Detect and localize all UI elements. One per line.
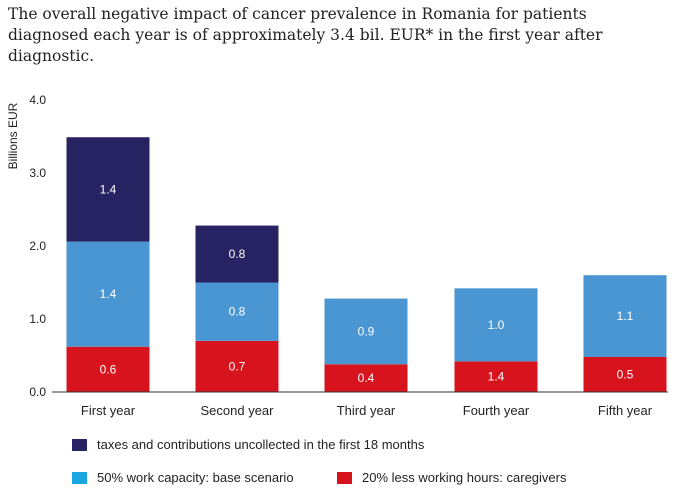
y-tick-label: 1.0 (29, 312, 46, 326)
data-label: 1.1 (617, 309, 634, 323)
legend-item-work-capacity: 50% work capacity: base scenario (72, 470, 294, 485)
legend-label-work-capacity: 50% work capacity: base scenario (97, 470, 294, 485)
x-tick-label: Third year (337, 403, 396, 418)
data-label: 1.4 (100, 182, 117, 196)
bar-segment (66, 346, 150, 392)
data-label: 0.4 (358, 371, 375, 385)
legend-label-taxes: taxes and contributions uncollected in t… (97, 437, 425, 452)
data-label: 1.4 (100, 287, 117, 301)
bar-segment (324, 298, 408, 365)
data-label: 0.8 (229, 305, 246, 319)
data-label: 0.9 (358, 324, 375, 338)
data-label: 1.4 (488, 370, 505, 384)
y-tick-label: 0.0 (29, 385, 46, 399)
chart-title: The overall negative impact of cancer pr… (8, 5, 603, 65)
x-tick-label: Fifth year (598, 403, 653, 418)
data-label: 0.6 (100, 362, 117, 376)
bar-segment (195, 225, 279, 283)
stacked-bar-chart: Billions EUR 0.0 1.0 2.0 3.0 4.0 0.6 1.4 1.4 Firs… (6, 93, 668, 418)
data-label: 0.5 (617, 367, 634, 381)
legend-swatch-taxes (72, 438, 87, 451)
data-label: 1.0 (488, 318, 505, 332)
x-tick-label: Second year (201, 403, 275, 418)
bar-segment (324, 364, 408, 392)
y-tick-label: 2.0 (29, 239, 46, 253)
y-tick-label: 4.0 (29, 93, 46, 107)
bar-segment (195, 340, 279, 392)
legend-item-caregivers: 20% less working hours: caregivers (337, 470, 566, 485)
bar-segment (454, 288, 538, 362)
legend-label-caregivers: 20% less working hours: caregivers (362, 470, 567, 485)
y-tick-label: 3.0 (29, 166, 46, 180)
legend-item-taxes: taxes and contributions uncollected in t… (72, 437, 424, 452)
bar-segment (195, 282, 279, 341)
data-label: 0.8 (229, 247, 246, 261)
legend-swatch-work-capacity (72, 471, 87, 484)
bar-segment (583, 275, 667, 357)
y-axis-label: Billions EUR (6, 102, 20, 169)
bar-segment (583, 356, 667, 392)
bar-segment (454, 361, 538, 392)
x-tick-label: Fourth year (463, 403, 530, 418)
legend-swatch-caregivers (337, 471, 352, 484)
bar-segment (66, 241, 150, 347)
bar-segment (66, 137, 150, 242)
data-label: 0.7 (229, 359, 246, 373)
x-tick-label: First year (81, 403, 136, 418)
